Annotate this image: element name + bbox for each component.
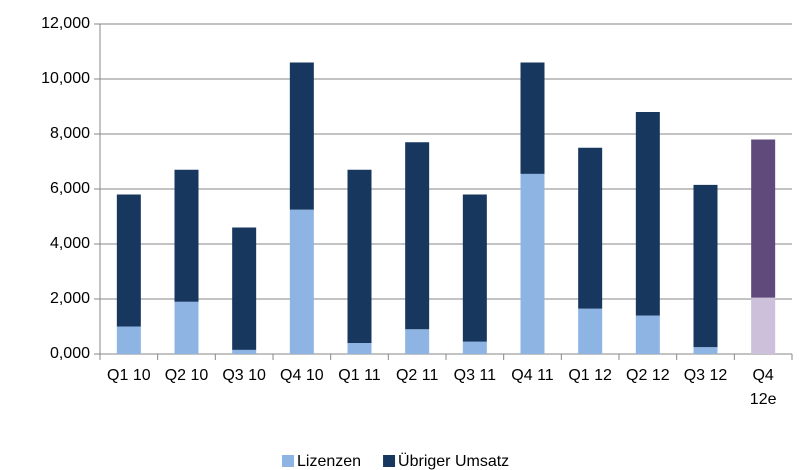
bar-segment [462,194,487,342]
x-tick-label: Q4 12e [749,367,777,408]
legend-swatch [282,455,294,467]
bar-segment [405,142,430,330]
x-tick-label: Q1 12 [568,367,612,384]
legend-label: Lizenzen [297,453,361,470]
bar-segment [405,329,430,354]
bar-segment [635,315,660,354]
bar-segment [289,62,314,210]
bar-segment [693,184,718,348]
bar-segment [174,169,199,302]
y-tick-label: 2,000 [50,290,90,307]
bar-segment [289,209,314,354]
x-tick-label: Q4 11 [511,367,554,384]
bar-segment [174,301,199,354]
bar-segment [578,308,603,354]
legend-swatch [383,455,396,467]
legend-label: Übriger Umsatz [398,452,509,470]
bar-segment [578,147,603,309]
x-tick-label: Q2 10 [164,367,209,384]
bar-segment [751,297,776,354]
y-tick-label: 0,000 [50,345,90,362]
y-tick-label: 8,000 [50,125,90,142]
bar-segment [116,194,141,327]
x-tick-label: Q3 12 [683,367,728,384]
x-tick-label: Q2 12 [626,367,670,384]
x-tick-label: Q1 10 [107,367,151,384]
bar-segment [520,62,545,174]
x-tick-label: Q2 11 [395,367,439,384]
bar-segment [520,173,545,354]
bar-segment [116,326,141,354]
x-tick-label: Q4 10 [280,367,324,384]
bar-segment [232,349,257,354]
y-tick-label: 12,000 [41,15,90,32]
y-tick-label: 6,000 [50,180,90,197]
bar-segment [693,347,718,354]
bar-segment [462,341,487,354]
y-tick-label: 10,000 [41,70,90,87]
bar-segment [635,112,660,316]
bar-segment [347,169,372,343]
bar-segment [347,343,372,354]
bar-segment [751,139,776,298]
bar-segment [232,227,257,350]
x-tick-label: Q1 11 [338,367,381,384]
y-tick-label: 4,000 [50,235,90,252]
x-tick-label: Q3 11 [453,367,497,384]
x-tick-label: Q3 10 [222,367,266,384]
